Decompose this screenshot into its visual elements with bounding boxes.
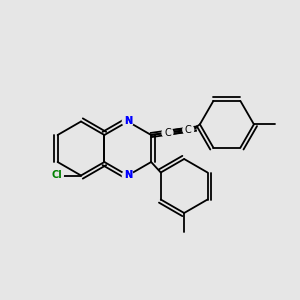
Text: N: N xyxy=(124,170,132,181)
Circle shape xyxy=(122,116,133,127)
Circle shape xyxy=(122,170,133,181)
Circle shape xyxy=(162,127,173,138)
Text: C: C xyxy=(185,125,192,135)
Circle shape xyxy=(50,169,63,182)
Circle shape xyxy=(183,124,194,135)
Text: N: N xyxy=(124,116,132,127)
Text: N: N xyxy=(124,170,132,181)
Text: Cl: Cl xyxy=(51,170,62,181)
Text: N: N xyxy=(124,116,132,127)
Text: C: C xyxy=(164,128,171,138)
